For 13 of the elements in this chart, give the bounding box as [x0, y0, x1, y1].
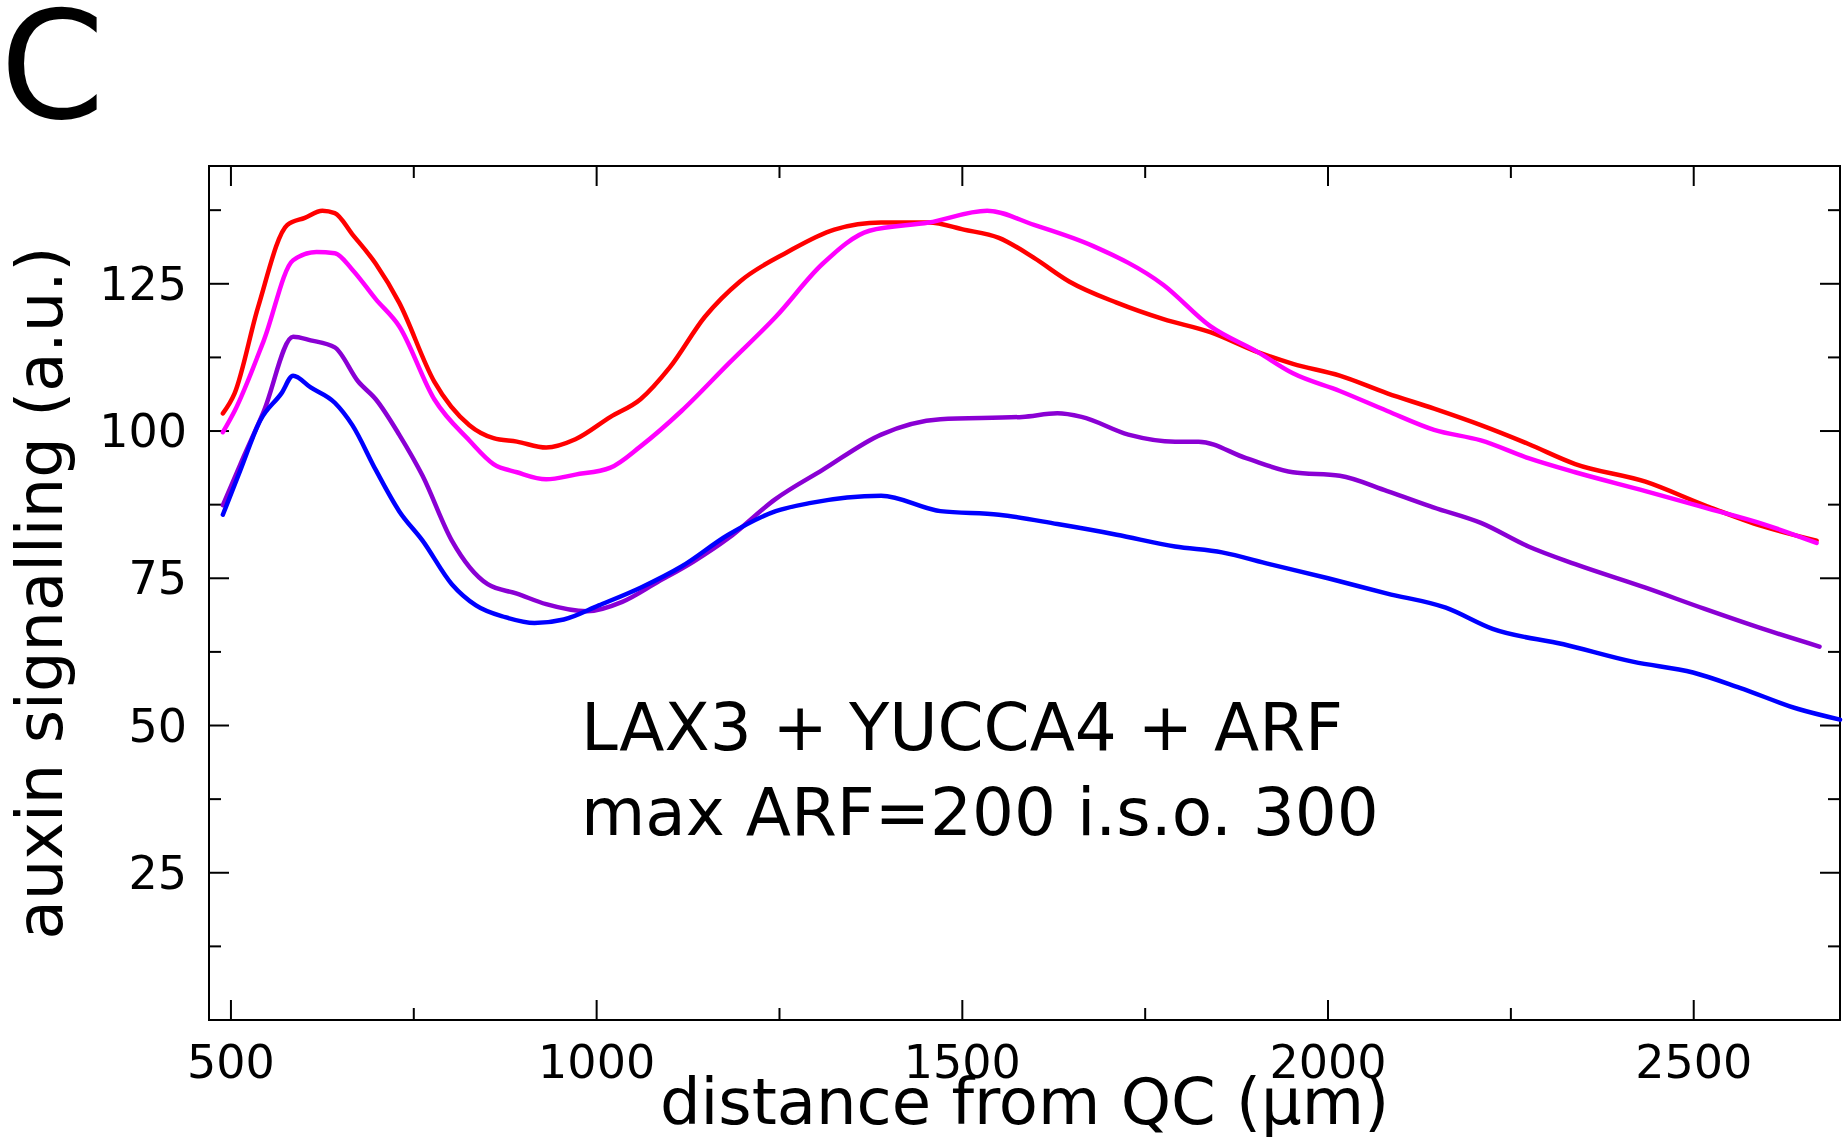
y-axis-title: auxin signalling (a.u.) [3, 246, 77, 940]
y-tick-label: 125 [99, 256, 187, 311]
y-tick-label: 25 [128, 845, 187, 900]
x-tick-label: 500 [187, 1035, 275, 1089]
x-tick-label: 2500 [1635, 1035, 1753, 1089]
y-tick-label: 100 [99, 404, 187, 459]
x-tick-label: 1000 [538, 1035, 656, 1089]
y-tick-label: 75 [128, 551, 187, 606]
text: C [0, 0, 105, 153]
line-series [220, 334, 1822, 649]
y-tick-label: 50 [128, 698, 187, 753]
annotation: LAX3 + YUCCA4 + ARF [581, 689, 1344, 766]
annotation: max ARF=200 i.s.o. 300 [581, 774, 1379, 851]
